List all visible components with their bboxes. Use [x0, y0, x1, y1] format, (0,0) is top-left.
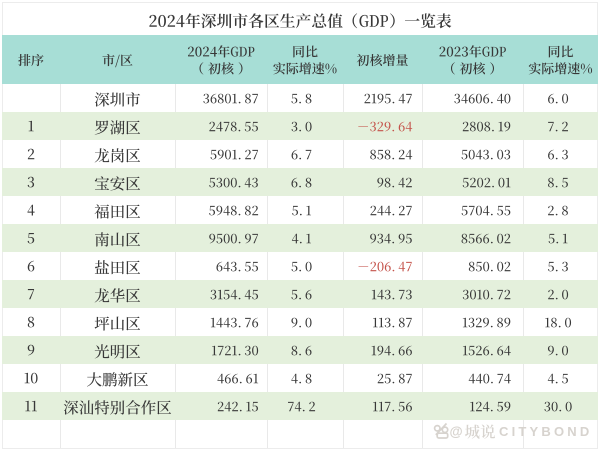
svg-text:@: @ [450, 424, 463, 439]
